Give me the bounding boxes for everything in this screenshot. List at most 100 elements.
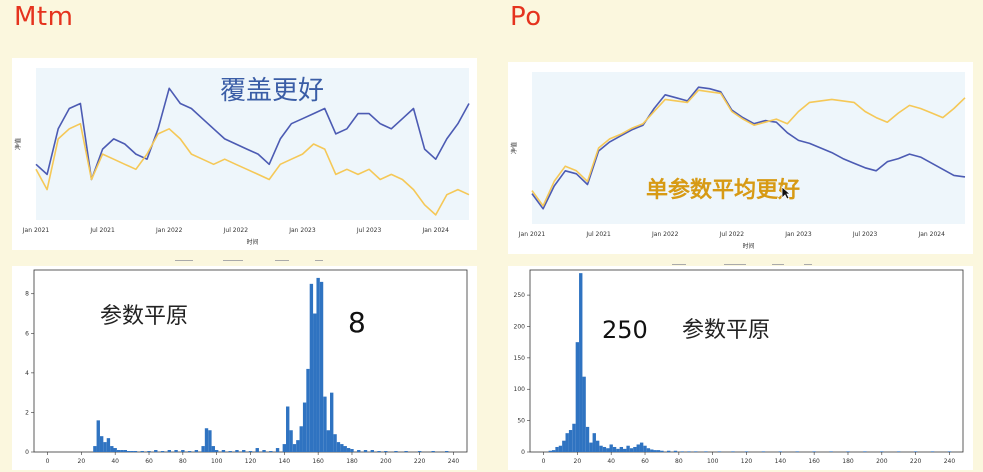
y-tick-label: 50 (517, 418, 525, 425)
x-tick-label: Jan 2021 (518, 231, 546, 238)
mtm-hist-annotation-value: 8 (348, 306, 366, 339)
histogram-bar (417, 451, 422, 452)
histogram-bar (812, 451, 816, 452)
histogram-bar (582, 376, 586, 452)
plot-area (529, 269, 964, 453)
histogram-bar (629, 448, 634, 452)
mtm-divider-dashes (175, 258, 335, 264)
y-tick-label: 2 (25, 409, 29, 416)
x-tick-label: Jan 2023 (288, 227, 316, 234)
po-hist-box: 0 20 40 60 80 100 120 140 160 180 200 220 240 0 50 100 1… (508, 266, 973, 470)
histogram-bar (333, 434, 337, 452)
po-hist-annotation-value: 250 (602, 316, 648, 344)
histogram-bar (612, 446, 617, 452)
histogram-bar (930, 451, 935, 452)
histogram-bar (646, 448, 651, 452)
y-axis-label: 净值 (510, 142, 518, 154)
histogram-bar (404, 451, 408, 452)
x-tick-label: Jul 2022 (223, 227, 249, 234)
histogram-bar (394, 451, 398, 452)
x-tick-label: 100 (211, 458, 223, 465)
histogram-bar (863, 451, 867, 452)
histogram-bar (346, 448, 351, 452)
panel-title-po: Po (510, 2, 542, 32)
histogram-bar (127, 451, 131, 452)
mtm-line-annotation: 覆盖更好 (220, 76, 325, 106)
mtm-hist-box: 0 20 40 60 80 100 120 140 160 180 200 220 240 0 2 4 6 8 (12, 266, 477, 470)
histogram-bar (123, 450, 128, 452)
x-tick-label: 140 (775, 458, 787, 465)
x-axis-label: 时间 (742, 242, 754, 250)
histogram-bar (575, 342, 580, 452)
x-tick-label: Jan 2023 (784, 231, 812, 238)
histogram-bar (289, 430, 293, 452)
histogram-bar (214, 450, 219, 452)
y-tick-label: 8 (25, 291, 29, 298)
x-tick-label: Jul 2023 (852, 231, 878, 238)
histogram-bar (572, 423, 576, 452)
x-tick-label: Jan 2024 (421, 227, 449, 234)
histogram-bar (555, 446, 559, 452)
histogram-bar (384, 451, 388, 452)
y-tick-label: 4 (25, 370, 29, 377)
x-axis-label: 时间 (246, 238, 258, 246)
histogram-bar (595, 440, 600, 452)
histogram-bar (130, 451, 134, 452)
histogram-bar (262, 450, 266, 452)
histogram-bar (133, 451, 138, 452)
mtm-hist-annotation-label: 参数平原 (100, 304, 189, 329)
series-line-2 (531, 89, 966, 207)
x-tick-label: 80 (179, 458, 187, 465)
histogram-bar (228, 451, 232, 452)
histogram-bar (660, 450, 664, 452)
histogram-bar (96, 420, 100, 452)
x-tick-label: 180 (346, 458, 358, 465)
histogram-bar (323, 396, 327, 452)
histogram-bar (93, 446, 97, 452)
histogram-bar (113, 448, 117, 452)
histogram-bar (208, 430, 212, 452)
x-tick-label: 0 (46, 458, 50, 465)
histogram-bar (687, 451, 691, 452)
histogram-bar (431, 451, 435, 452)
x-tick-label: Jul 2021 (89, 227, 115, 234)
histogram-bar (167, 450, 171, 452)
histogram-bar (636, 444, 640, 452)
histogram-bar (795, 451, 799, 452)
histogram-bar (106, 438, 111, 452)
histogram-bar (548, 450, 552, 452)
histogram-bar (336, 442, 341, 452)
histogram-bar (589, 442, 593, 452)
histogram-bar (639, 442, 644, 452)
y-tick-label: 6 (25, 330, 29, 337)
histogram-bar (330, 392, 334, 452)
mtm-line-chart: Jan 2021 Jul 2021 Jan 2022 Jul 2022 Jan 2023… (14, 68, 470, 246)
histogram-bar (585, 426, 590, 452)
x-tick-label: Jul 2022 (719, 231, 745, 238)
mtm-line-chart-box: Jan 2021 Jul 2021 Jan 2022 Jul 2022 Jan 2023… (12, 58, 477, 250)
histogram-bar (187, 451, 192, 452)
histogram-bar (704, 451, 708, 452)
histogram-bar (120, 450, 124, 452)
histogram-bar (829, 451, 833, 452)
histogram-bar (602, 446, 607, 452)
histogram-bar (643, 445, 647, 452)
x-tick-label: 200 (876, 458, 888, 465)
histogram-bar (633, 446, 637, 452)
series-line-1 (35, 87, 470, 181)
histogram-bar (619, 446, 624, 452)
histogram-bar (340, 444, 344, 452)
histogram-bar (343, 446, 347, 452)
x-tick-label: 40 (111, 458, 119, 465)
histogram-bar (201, 446, 205, 452)
histogram-bar (606, 448, 610, 452)
histogram-bar (846, 451, 850, 452)
histogram-bar (592, 433, 596, 452)
x-tick-label: 100 (707, 458, 719, 465)
y-tick-label: 0 (25, 449, 29, 456)
po-divider-dashes (672, 262, 822, 268)
histogram-bar (350, 449, 354, 452)
histogram-bar (565, 433, 569, 452)
x-tick-label: 160 (312, 458, 324, 465)
histogram-bar (609, 444, 613, 452)
